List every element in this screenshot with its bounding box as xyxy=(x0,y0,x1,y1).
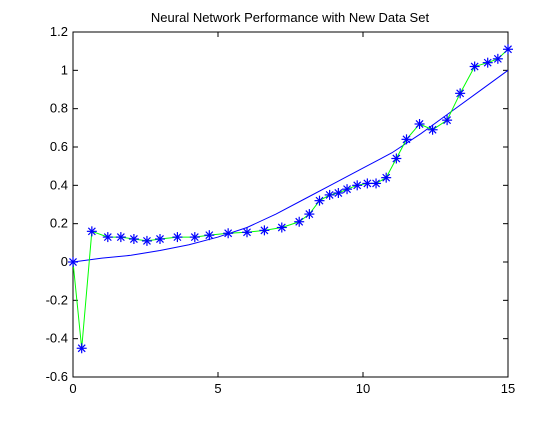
y-tick-label: 1.2 xyxy=(50,24,68,39)
data-point-asterisk xyxy=(141,235,152,246)
data-point-asterisk xyxy=(76,343,87,354)
y-tick-label: 0 xyxy=(61,254,68,269)
chart-title: Neural Network Performance with New Data… xyxy=(151,10,430,25)
data-point-asterisk xyxy=(276,222,287,233)
y-tick-label: 0.8 xyxy=(50,101,68,116)
data-point-asterisk xyxy=(68,257,78,267)
data-point-asterisk xyxy=(189,232,200,243)
data-point-asterisk xyxy=(204,230,215,241)
x-tick-label: 15 xyxy=(501,381,515,396)
y-tick-label: -0.4 xyxy=(46,331,68,346)
series-layer xyxy=(68,44,513,354)
data-point-asterisk xyxy=(442,115,453,126)
data-point-asterisk xyxy=(86,226,97,237)
axis-ticks: 0 5 10 15 -0.6 -0.4 -0.2 0 0.2 0.4 0.6 0.8 1 1.2 xyxy=(46,24,516,396)
data-point-asterisk xyxy=(304,209,315,220)
data-point-asterisk xyxy=(503,44,513,55)
data-point-asterisk xyxy=(115,232,126,243)
data-point-asterisk xyxy=(314,195,325,206)
data-point-asterisk xyxy=(242,227,252,238)
data-point-asterisk xyxy=(455,88,466,99)
data-point-asterisk xyxy=(128,234,139,244)
y-tick-label: 1 xyxy=(61,62,68,77)
data-point-asterisk xyxy=(414,119,425,129)
data-point-asterisk xyxy=(391,153,402,164)
data-point-asterisk xyxy=(333,188,344,198)
data-point-asterisk xyxy=(381,172,392,183)
data-point-asterisk xyxy=(352,180,363,191)
data-point-asterisk xyxy=(371,178,382,189)
data-point-asterisk xyxy=(492,53,503,64)
data-point-asterisk xyxy=(362,178,373,189)
data-point-asterisk xyxy=(469,61,480,72)
data-point-asterisk xyxy=(294,216,305,227)
y-tick-label: 0.2 xyxy=(50,216,68,231)
x-tick-label: 10 xyxy=(356,381,370,396)
data-point-asterisk xyxy=(401,134,412,145)
data-point-asterisk xyxy=(155,234,165,244)
plot-area xyxy=(72,31,509,378)
target-curve-line xyxy=(72,69,509,263)
data-point-asterisk xyxy=(172,232,183,243)
data-point-asterisk xyxy=(259,225,270,236)
y-tick-label: -0.6 xyxy=(46,369,68,384)
y-tick-label: 0.6 xyxy=(50,139,68,154)
x-tick-label: 0 xyxy=(69,381,76,396)
data-point-asterisk xyxy=(223,228,234,239)
y-tick-label: -0.2 xyxy=(46,292,68,307)
data-point-asterisk xyxy=(102,232,113,243)
data-point-asterisk xyxy=(482,57,493,68)
data-point-asterisk xyxy=(427,124,438,135)
data-point-asterisk xyxy=(342,184,353,195)
x-tick-label: 5 xyxy=(214,381,221,396)
y-tick-label: 0.4 xyxy=(50,177,68,192)
data-point-asterisk xyxy=(324,189,335,200)
